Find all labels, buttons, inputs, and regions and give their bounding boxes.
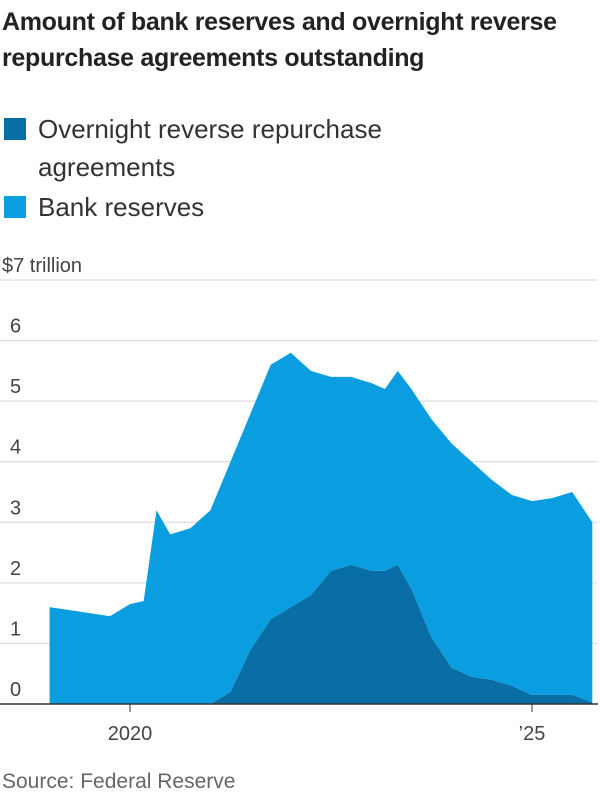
y-tick-label: 4 (10, 437, 21, 459)
legend-label: Overnight reverse repurchase agreements (38, 114, 382, 182)
area (49, 564, 593, 704)
legend-item: Overnight reverse repurchase agreements (4, 110, 438, 186)
x-tick-label: 2020 (108, 723, 153, 745)
legend-item: Bank reserves (4, 188, 438, 226)
source: Source: Federal Reserve (2, 770, 236, 793)
x-tick-label: ’25 (519, 723, 546, 745)
legend-label: Bank reserves (38, 192, 205, 222)
chart-title: Amount of bank reserves and overnight re… (2, 8, 557, 72)
y-tick-label: 0 (10, 679, 21, 701)
y-tick-label: 5 (10, 376, 21, 398)
y-tick-label: 2 (10, 558, 21, 580)
legend-swatch (4, 118, 26, 140)
y-tick-label: 1 (10, 618, 21, 640)
chart: 0 1 2 3 4 5 6 $7 trillion 2020 ’25 (0, 255, 598, 745)
area (49, 352, 593, 704)
y-tick-label: $7 trillion (2, 255, 82, 277)
y-tick-label: 6 (10, 316, 21, 338)
legend-swatch (4, 196, 26, 218)
legend: Overnight reverse repurchase agreements B… (4, 110, 438, 228)
y-tick-label: 3 (10, 497, 21, 519)
